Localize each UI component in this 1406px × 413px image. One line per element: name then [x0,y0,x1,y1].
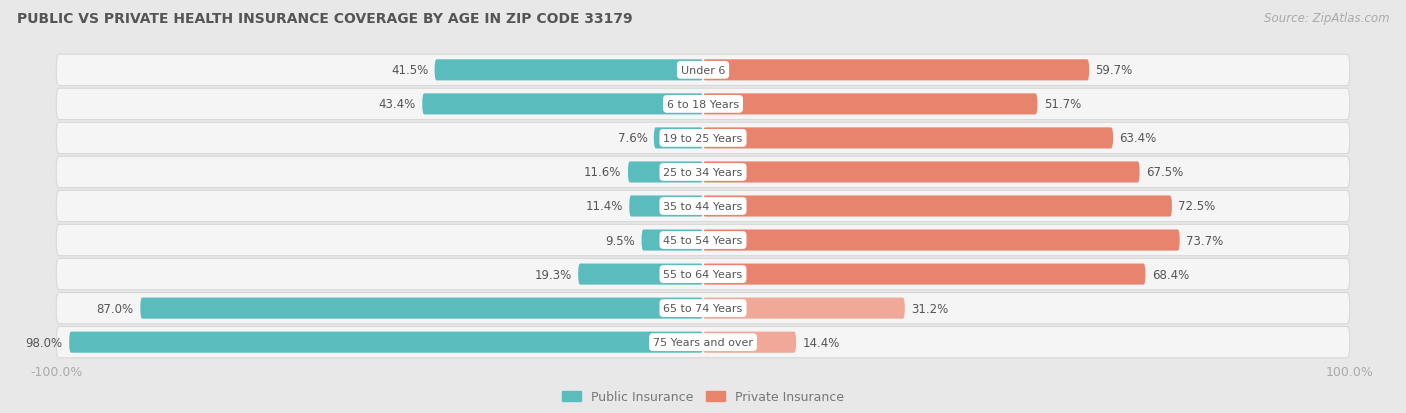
FancyBboxPatch shape [703,94,1038,115]
Text: 35 to 44 Years: 35 to 44 Years [664,202,742,211]
Legend: Public Insurance, Private Insurance: Public Insurance, Private Insurance [557,385,849,408]
Text: 68.4%: 68.4% [1152,268,1189,281]
FancyBboxPatch shape [56,225,1350,256]
FancyBboxPatch shape [56,55,1350,86]
FancyBboxPatch shape [434,60,703,81]
FancyBboxPatch shape [703,60,1090,81]
Text: 11.4%: 11.4% [585,200,623,213]
Text: Under 6: Under 6 [681,66,725,76]
Text: 45 to 54 Years: 45 to 54 Years [664,235,742,245]
Text: 31.2%: 31.2% [911,302,949,315]
Text: 6 to 18 Years: 6 to 18 Years [666,100,740,109]
Text: 73.7%: 73.7% [1187,234,1223,247]
FancyBboxPatch shape [703,264,1146,285]
Text: 14.4%: 14.4% [803,336,839,349]
FancyBboxPatch shape [422,94,703,115]
Text: 75 Years and over: 75 Years and over [652,337,754,347]
FancyBboxPatch shape [56,327,1350,358]
FancyBboxPatch shape [141,298,703,319]
FancyBboxPatch shape [641,230,703,251]
FancyBboxPatch shape [56,191,1350,222]
FancyBboxPatch shape [703,196,1173,217]
FancyBboxPatch shape [56,123,1350,154]
Text: Source: ZipAtlas.com: Source: ZipAtlas.com [1264,12,1389,25]
FancyBboxPatch shape [703,230,1180,251]
Text: 25 to 34 Years: 25 to 34 Years [664,168,742,178]
FancyBboxPatch shape [703,162,1140,183]
Text: PUBLIC VS PRIVATE HEALTH INSURANCE COVERAGE BY AGE IN ZIP CODE 33179: PUBLIC VS PRIVATE HEALTH INSURANCE COVER… [17,12,633,26]
FancyBboxPatch shape [578,264,703,285]
Text: 87.0%: 87.0% [97,302,134,315]
Text: 7.6%: 7.6% [617,132,647,145]
Text: 72.5%: 72.5% [1178,200,1216,213]
Text: 41.5%: 41.5% [391,64,429,77]
Text: 19.3%: 19.3% [534,268,572,281]
FancyBboxPatch shape [703,298,905,319]
Text: 98.0%: 98.0% [25,336,63,349]
FancyBboxPatch shape [56,89,1350,120]
FancyBboxPatch shape [630,196,703,217]
Text: 67.5%: 67.5% [1146,166,1184,179]
FancyBboxPatch shape [628,162,703,183]
FancyBboxPatch shape [654,128,703,149]
FancyBboxPatch shape [703,128,1114,149]
Text: 9.5%: 9.5% [606,234,636,247]
FancyBboxPatch shape [56,157,1350,188]
Text: 59.7%: 59.7% [1095,64,1133,77]
Text: 65 to 74 Years: 65 to 74 Years [664,304,742,313]
FancyBboxPatch shape [56,293,1350,324]
Text: 51.7%: 51.7% [1043,98,1081,111]
Text: 63.4%: 63.4% [1119,132,1157,145]
FancyBboxPatch shape [703,332,796,353]
Text: 11.6%: 11.6% [583,166,621,179]
Text: 43.4%: 43.4% [378,98,416,111]
Text: 55 to 64 Years: 55 to 64 Years [664,269,742,280]
Text: 19 to 25 Years: 19 to 25 Years [664,133,742,144]
FancyBboxPatch shape [56,259,1350,290]
FancyBboxPatch shape [69,332,703,353]
